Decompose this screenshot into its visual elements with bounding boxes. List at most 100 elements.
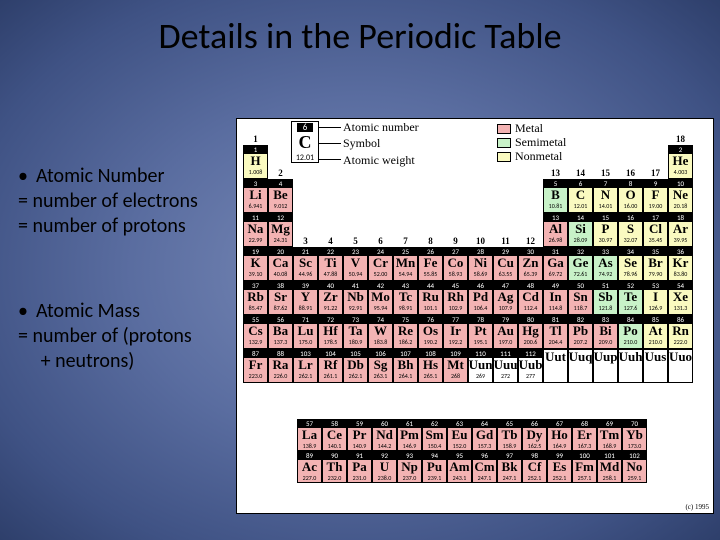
element-mass: 262.1 xyxy=(349,372,363,380)
element-cell: 48Cd112.4 xyxy=(518,281,543,315)
element-symbol: Y xyxy=(301,290,310,304)
element-cell: Uuo xyxy=(668,349,693,383)
element-cell: 46Pd106.4 xyxy=(468,281,493,315)
element-mass: 152.0 xyxy=(453,442,467,450)
element-mass: 132.9 xyxy=(249,338,263,346)
element-cell: 26Fe55.85 xyxy=(418,247,443,281)
element-mass: 137.3 xyxy=(274,338,288,346)
group-number: 5 xyxy=(343,236,368,246)
element-mass: 50.94 xyxy=(349,270,363,278)
element-symbol: Es xyxy=(553,460,567,474)
element-cell: 30Zn65.39 xyxy=(518,247,543,281)
element-symbol: Li xyxy=(249,188,261,202)
element-cell: 21Sc44.96 xyxy=(293,247,318,281)
element-symbol: Ar xyxy=(673,222,688,236)
element-symbol: Yb xyxy=(626,428,643,442)
element-cell: 25Mn54.94 xyxy=(393,247,418,281)
bullet-1: •Atomic Number xyxy=(18,164,198,189)
element-cell: Uus xyxy=(643,349,668,383)
element-symbol: Sr xyxy=(274,290,287,304)
element-mass: 58.69 xyxy=(474,270,488,278)
element-cell: 60Nd144.2 xyxy=(372,419,397,451)
element-cell: 70Yb173.0 xyxy=(622,419,647,451)
element-cell: 69Tm168.9 xyxy=(597,419,622,451)
element-cell: 54Xe131.3 xyxy=(668,281,693,315)
element-mass: 238.0 xyxy=(378,474,392,482)
element-cell: 40Zr91.22 xyxy=(318,281,343,315)
element-symbol: Mo xyxy=(371,290,390,304)
element-mass: 22.99 xyxy=(249,236,263,244)
element-cell: 24Cr52.00 xyxy=(368,247,393,281)
element-symbol: Hs xyxy=(423,358,438,372)
element-mass: 32.07 xyxy=(624,236,638,244)
element-mass: 88.91 xyxy=(299,304,313,312)
element-cell: 28Ni58.69 xyxy=(468,247,493,281)
element-cell: Uuh xyxy=(618,349,643,383)
element-cell: 19K39.10 xyxy=(243,247,268,281)
legend-semimetal: Semimetal xyxy=(497,135,566,150)
element-mass: 175.0 xyxy=(299,338,313,346)
group-number: 6 xyxy=(368,236,393,246)
element-mass: 74.92 xyxy=(599,270,613,278)
element-cell: 35Br79.90 xyxy=(643,247,668,281)
element-symbol: Si xyxy=(575,222,586,236)
element-mass: 28.09 xyxy=(574,236,588,244)
element-symbol: Rn xyxy=(672,324,689,338)
element-symbol: Uuq xyxy=(569,350,593,364)
element-symbol: Fr xyxy=(249,358,263,372)
element-mass: 138.9 xyxy=(303,442,317,450)
element-mass: 144.2 xyxy=(378,442,392,450)
element-symbol: K xyxy=(250,256,260,270)
sample-mass: 12.01 xyxy=(296,153,314,163)
element-cell: 79Au197.0 xyxy=(493,315,518,349)
element-cell: 112Uub277 xyxy=(518,349,543,383)
element-symbol: Ru xyxy=(422,290,439,304)
element-symbol: Mn xyxy=(396,256,416,270)
element-symbol: Tl xyxy=(549,324,561,338)
group-number: 10 xyxy=(468,236,493,246)
element-cell: 50Sn118.7 xyxy=(568,281,593,315)
element-mass: 164.9 xyxy=(553,442,567,450)
element-cell: 16S32.07 xyxy=(618,213,643,247)
element-mass: 58.93 xyxy=(449,270,463,278)
element-mass: 9.012 xyxy=(274,202,288,210)
element-mass: 72.61 xyxy=(574,270,588,278)
element-symbol: Er xyxy=(577,428,591,442)
element-mass: 231.0 xyxy=(353,474,367,482)
element-cell: 42Mo95.94 xyxy=(368,281,393,315)
element-mass: 258.1 xyxy=(603,474,617,482)
element-mass: 106.4 xyxy=(474,304,488,312)
element-symbol: Uuo xyxy=(669,350,692,364)
element-mass: 79.90 xyxy=(649,270,663,278)
element-symbol: C xyxy=(576,188,585,202)
element-mass: 52.00 xyxy=(374,270,388,278)
element-mass: 87.62 xyxy=(274,304,288,312)
element-cell: 49In114.8 xyxy=(543,281,568,315)
element-cell: 84Po210.0 xyxy=(618,315,643,349)
element-symbol: Ga xyxy=(547,256,564,270)
element-symbol: Ba xyxy=(273,324,288,338)
element-symbol: Ag xyxy=(498,290,514,304)
element-mass: 157.3 xyxy=(478,442,492,450)
element-symbol: Pu xyxy=(427,460,442,474)
element-cell: 29Cu63.55 xyxy=(493,247,518,281)
element-cell: 87Fr223.0 xyxy=(243,349,268,383)
element-mass: 262.1 xyxy=(299,372,313,380)
element-mass: 118.7 xyxy=(574,304,588,312)
element-mass: 4.003 xyxy=(674,168,688,176)
callout-line xyxy=(319,127,341,128)
element-symbol: Uup xyxy=(594,350,618,364)
element-symbol: Cd xyxy=(522,290,539,304)
element-symbol: At xyxy=(649,324,663,338)
element-cell: 76Os190.2 xyxy=(418,315,443,349)
element-cell: 15P30.97 xyxy=(593,213,618,247)
element-cell: 95Am243.1 xyxy=(447,451,472,483)
element-mass: 239.1 xyxy=(428,474,442,482)
element-mass: 131.3 xyxy=(674,304,688,312)
element-symbol: Nb xyxy=(347,290,364,304)
element-cell: 86Rn222.0 xyxy=(668,315,693,349)
element-cell: 56Ba137.3 xyxy=(268,315,293,349)
group-number: 9 xyxy=(443,236,468,246)
element-cell: 18Ar39.95 xyxy=(668,213,693,247)
element-symbol: Be xyxy=(273,188,287,202)
